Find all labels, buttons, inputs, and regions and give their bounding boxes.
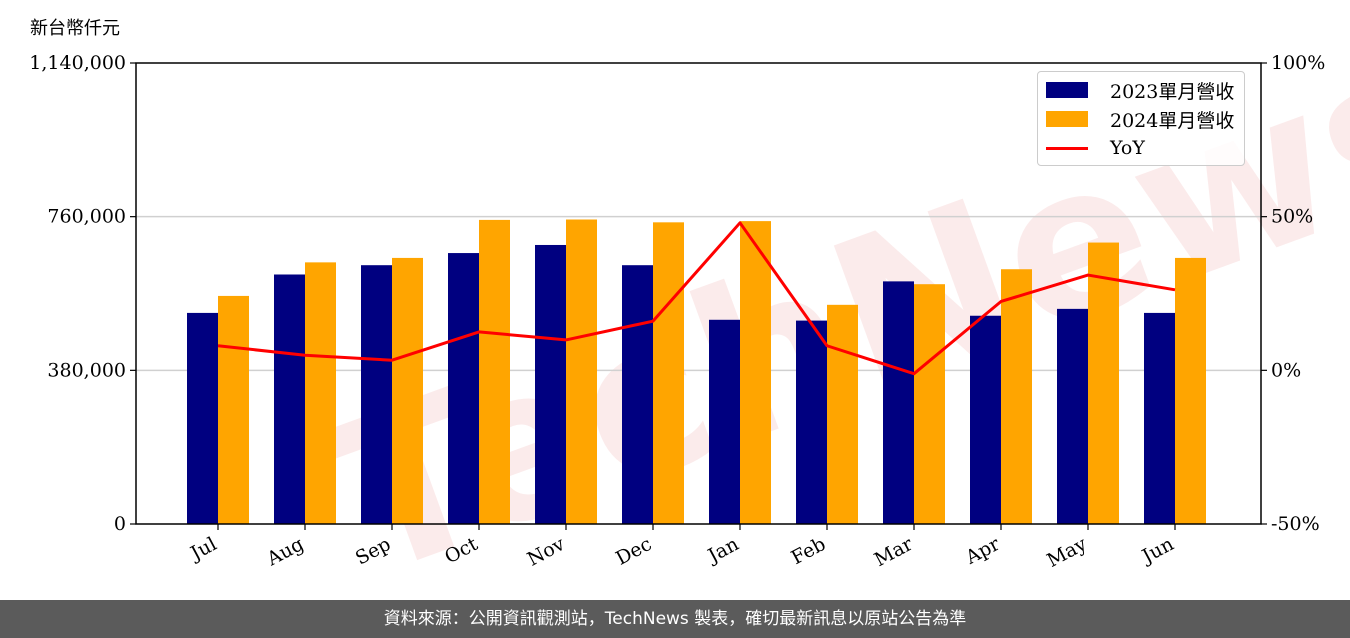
bar-2024-jan (740, 221, 771, 524)
bar-2024-dec (653, 222, 684, 524)
bar-2024-oct (479, 219, 510, 525)
legend-label-2023: 2023單月營收 (1110, 80, 1235, 103)
y-left-tick-label: 380,000 (47, 359, 126, 381)
bar-2024-sep (392, 257, 423, 524)
y-right-tick-label: 100% (1271, 52, 1325, 74)
x-tick-label-apr: Apr (961, 533, 1004, 570)
bar-2024-jun (1175, 257, 1206, 524)
legend-swatch-2023 (1046, 82, 1088, 98)
y-right-tick-label: -50% (1271, 513, 1320, 535)
legend-line-yoy (1046, 146, 1088, 150)
bar-2023-may (1057, 308, 1088, 524)
bar-2024-nov (566, 219, 597, 524)
x-tick-label-may: May (1043, 533, 1090, 572)
bar-2023-jun (1144, 312, 1175, 524)
x-tick-label-feb: Feb (788, 533, 830, 569)
x-tick-label-jul: Jul (185, 533, 220, 566)
bar-2024-may (1088, 242, 1119, 524)
unit-label: 新台幣仟元 (30, 18, 120, 39)
bar-2024-feb (827, 304, 858, 524)
y-left-tick-label: 0 (114, 513, 126, 535)
y-left-tick-label: 1,140,000 (29, 52, 126, 74)
y-left-tick-label: 760,000 (47, 206, 126, 228)
legend-item-2024: 2024單月營收 (1046, 107, 1235, 132)
x-tick-label-mar: Mar (871, 533, 917, 572)
yoy-line (217, 221, 1176, 376)
bar-2023-jan (709, 319, 740, 524)
x-tick-label-jun: Jun (1137, 533, 1177, 568)
y-axis-left: 0 380,000 760,000 1,140,000 (29, 52, 136, 535)
y-right-tick-label: 50% (1271, 206, 1313, 228)
bar-group (187, 219, 1206, 525)
legend: 2023單月營收 2024單月營收 YoY (1037, 71, 1245, 166)
bar-2023-apr (970, 315, 1001, 524)
bar-2023-jul (187, 312, 218, 524)
source-footer: 資料來源：公開資訊觀測站，TechNews 製表，確切最新訊息以原站公告為準 (0, 600, 1350, 638)
plot-frame (135, 62, 1262, 525)
bar-2023-mar (883, 281, 914, 524)
y-right-tick-label: 0% (1271, 359, 1301, 381)
legend-swatch-2024 (1046, 111, 1088, 127)
x-axis: Jul Aug Sep Oct Nov Dec Jan Feb Mar Apr May Jun (185, 524, 1177, 572)
legend-label-yoy: YoY (1110, 137, 1145, 159)
bar-2023-sep (361, 265, 392, 524)
yoy-line-group (217, 221, 1176, 376)
bar-2023-oct (448, 253, 479, 524)
bar-2023-feb (796, 320, 827, 524)
legend-item-2023: 2023單月營收 (1046, 78, 1235, 103)
y-axis-right: -50% 0% 50% 100% (1261, 52, 1325, 535)
legend-label-2024: 2024單月營收 (1110, 109, 1235, 132)
bar-2024-jul (218, 295, 249, 524)
bar-2023-nov (535, 244, 566, 524)
bar-2023-dec (622, 265, 653, 524)
bar-2023-aug (274, 274, 305, 524)
x-tick-label-jan: Jan (703, 533, 743, 568)
bar-2024-aug (305, 262, 336, 524)
bar-2024-mar (914, 284, 945, 524)
axes (135, 62, 1262, 525)
bar-2024-apr (1001, 269, 1032, 524)
legend-item-yoy: YoY (1046, 136, 1145, 160)
x-tick-label-aug: Aug (262, 533, 307, 571)
